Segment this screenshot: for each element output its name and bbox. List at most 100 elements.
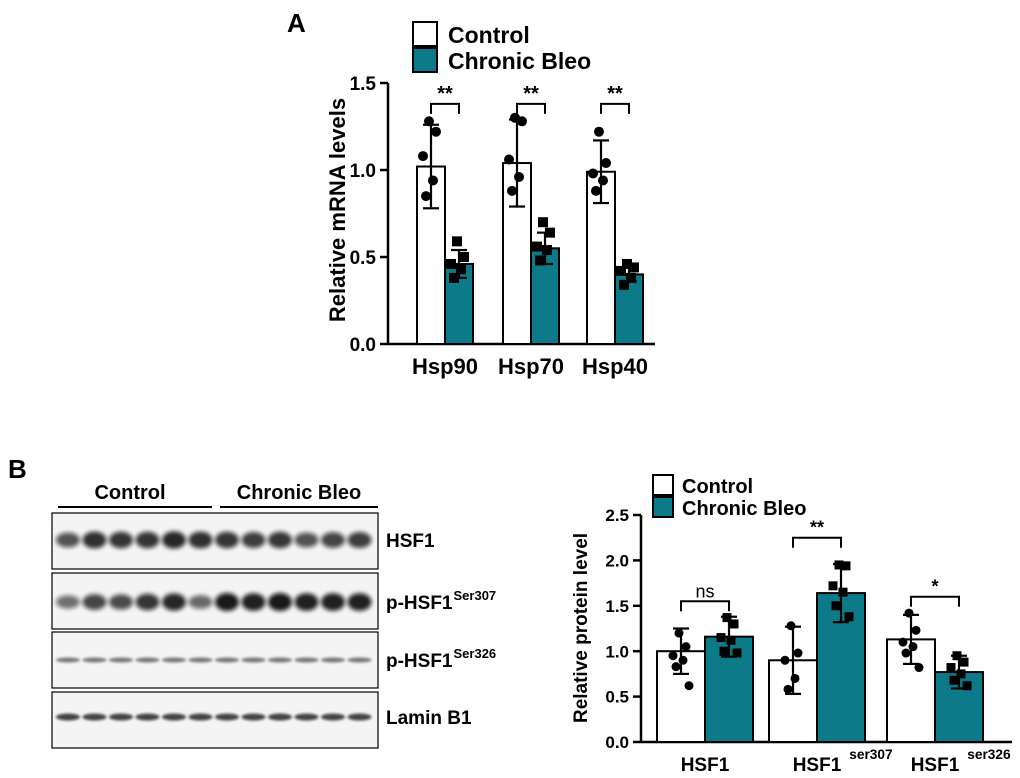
blot-row-label-0: HSF1 [386,531,435,552]
chart-a-point-s1-c1-2 [532,241,542,252]
blot-band-r3-l10 [321,713,345,721]
chart-b-point-s0-c1-2 [780,655,790,665]
chart-b-ytick-label-3: 1.5 [605,597,629,616]
chart-b-point-s0-c1-3 [790,673,800,683]
chart-a-sig-bracket-2 [600,102,630,114]
chart-b-sig-label-1: ** [810,518,824,538]
chart-b-point-s1-c2-2 [946,663,956,673]
chart-b-sig-bracket-1 [792,536,842,548]
chart-a-cat-label-0: Hsp90 [412,354,478,379]
chart-b-point-s0-c0-4 [671,662,681,672]
blot-band-r2-l10 [321,657,345,663]
chart-a-point-s0-c1-2 [504,154,514,165]
blot-band-r1-l2 [109,594,133,610]
blot-band-r3-l2 [109,713,133,721]
blot-band-r3-l8 [268,713,292,721]
chart-b-sig-label-2: * [931,577,938,597]
blot-band-r2-l2 [109,657,133,663]
chart-a-point-s1-c2-0 [622,258,632,269]
chart-a-point-s0-c2-3 [598,175,608,186]
blot-band-r2-l3 [135,657,160,663]
legend-b-swatch-control [652,474,674,496]
chart-b-point-s0-c2-3 [908,642,918,652]
chart-a-point-s1-c2-3 [626,272,636,283]
chart-b-point-s0-c1-4 [783,684,793,694]
chart-a-ytick-label-3: 1.5 [350,74,377,95]
blot-row-label-3: Lamin B1 [386,708,472,729]
chart-b-point-s0-c0-1 [681,642,691,652]
chart-a-cat-label-2: Hsp40 [582,354,648,379]
blot-band-r2-l8 [268,657,292,663]
chart-a-sig-label-0: ** [437,83,453,105]
blot-band-r1-l4 [162,593,186,611]
chart-b-point-s1-c1-4 [831,601,841,611]
blot-band-r0-l8 [268,531,292,549]
chart-a-point-s1-c1-4 [535,255,545,266]
chart-a-point-s0-c2-2 [588,168,598,179]
chart-a-point-s1-c0-4 [449,272,459,283]
blot-band-r2-l1 [82,657,107,663]
chart-b-point-s0-c0-0 [674,628,684,638]
chart-b-point-s1-c0-2 [716,633,726,643]
chart-a-ylabel: Relative mRNA levels [325,98,350,322]
legend-a-label-control: Control [448,22,530,48]
blot-band-r3-l1 [82,713,107,721]
chart-b-point-s0-c0-3 [678,655,688,665]
blot-band-r0-l0 [56,532,80,548]
chart-a-sig-label-1: ** [523,83,539,105]
blot-band-r2-l7 [241,657,266,663]
blot-band-r0-l10 [321,532,345,548]
chart-a-sig-bracket-1 [516,102,546,114]
chart-b-ytick-label-5: 2.5 [605,506,629,525]
chart-a-point-s0-c1-4 [507,185,517,196]
legend-b-swatch-bleo [652,496,674,518]
blot-band-r2-l9 [294,657,319,663]
legend-b-label-bleo: Chronic Bleo [682,498,806,520]
chart-a-point-s0-c0-3 [428,175,438,186]
chart-b-point-s1-c2-0 [952,651,962,661]
chart-a-point-s1-c1-3 [542,245,552,256]
chart-b-ytick-label-1: 0.5 [605,688,629,707]
chart-a-point-s0-c2-4 [591,185,601,196]
chart-b-point-s1-c0-4 [719,646,729,656]
chart-a-ytick-label-0: 0.0 [350,335,376,356]
blot-band-r2-l0 [56,657,80,663]
chart-a-point-s0-c1-3 [514,171,524,182]
blot-group-label-control: Control [94,482,165,504]
blot-band-r3-l11 [347,713,372,721]
chart-a-point-s1-c0-2 [446,258,456,269]
blot-band-r1-l5 [188,595,213,609]
blot-row-sup-2: Ser326 [454,646,497,661]
chart-a-point-s0-c2-1 [601,158,611,169]
chart-a-cat-label-1: Hsp70 [498,354,564,379]
chart-b-point-s1-c0-3 [726,635,736,645]
chart-b-point-s0-c0-5 [684,681,694,691]
blot-band-r3-l6 [215,713,239,721]
blot-band-r1-l1 [82,594,107,610]
chart-a-point-s1-c0-1 [459,252,469,262]
chart-b-point-s1-c0-1 [729,619,739,629]
blot-band-r0-l5 [188,531,213,549]
chart-a-sig-bracket-0 [430,102,460,114]
chart-a-point-s0-c1-1 [517,116,527,127]
chart-a-point-s0-c0-0 [424,116,434,127]
blot-band-r3-l4 [162,713,186,721]
chart-b-ylabel: Relative protein level [571,533,592,723]
blot-band-r1-l6 [215,593,239,611]
blot-band-r0-l7 [241,532,266,548]
chart-b-point-s0-c1-0 [786,621,796,631]
chart-b-point-s1-c1-3 [838,587,848,597]
blot-row-sup-1: Ser307 [454,588,497,603]
blot-band-r0-l3 [135,531,160,549]
legend-b-label-control: Control [682,476,753,498]
panel-letter-a: A [287,8,306,38]
chart-b-point-s0-c2-0 [904,608,914,618]
chart-b-cat-sup-1: ser307 [849,747,892,762]
blot-band-r0-l1 [82,531,107,549]
chart-a-point-s1-c2-1 [629,262,639,273]
chart-b-cat-label-1: HSF1 [793,755,842,776]
chart-b-point-s1-c1-5 [844,612,854,622]
blot-band-r0-l2 [109,531,133,549]
